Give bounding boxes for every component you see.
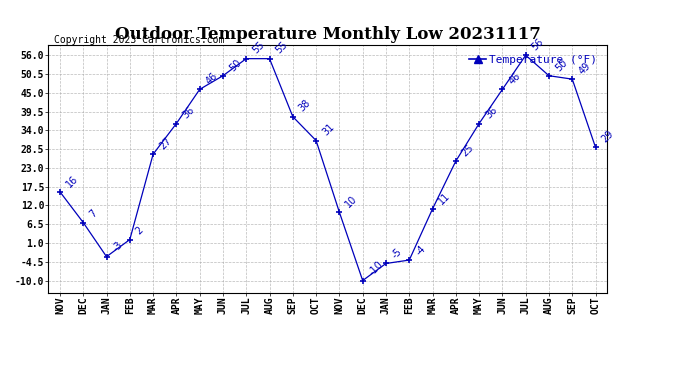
Text: 2: 2 — [134, 225, 146, 237]
Text: 49: 49 — [576, 61, 592, 76]
Text: -5: -5 — [390, 247, 404, 261]
Text: 29: 29 — [600, 129, 615, 145]
Text: -4: -4 — [413, 243, 427, 257]
Text: 55: 55 — [274, 40, 290, 56]
Text: 36: 36 — [483, 105, 499, 121]
Text: -10: -10 — [367, 260, 385, 278]
Text: 16: 16 — [64, 173, 80, 189]
Legend: Temperature (°F): Temperature (°F) — [465, 51, 602, 69]
Text: 36: 36 — [181, 105, 196, 121]
Text: 38: 38 — [297, 98, 313, 114]
Text: 27: 27 — [157, 135, 173, 152]
Text: 50: 50 — [227, 57, 243, 73]
Text: 56: 56 — [530, 37, 546, 52]
Text: 7: 7 — [88, 208, 99, 220]
Text: -3: -3 — [110, 240, 125, 254]
Text: 46: 46 — [506, 71, 522, 87]
Text: 46: 46 — [204, 71, 219, 87]
Text: 10: 10 — [344, 194, 359, 210]
Text: 11: 11 — [437, 190, 453, 206]
Text: 50: 50 — [553, 57, 569, 73]
Text: 31: 31 — [320, 122, 336, 138]
Text: Copyright 2023 Cartronics.com: Copyright 2023 Cartronics.com — [54, 35, 224, 45]
Text: 25: 25 — [460, 142, 476, 158]
Title: Outdoor Temperature Monthly Low 20231117: Outdoor Temperature Monthly Low 20231117 — [115, 27, 541, 44]
Text: 55: 55 — [250, 40, 266, 56]
